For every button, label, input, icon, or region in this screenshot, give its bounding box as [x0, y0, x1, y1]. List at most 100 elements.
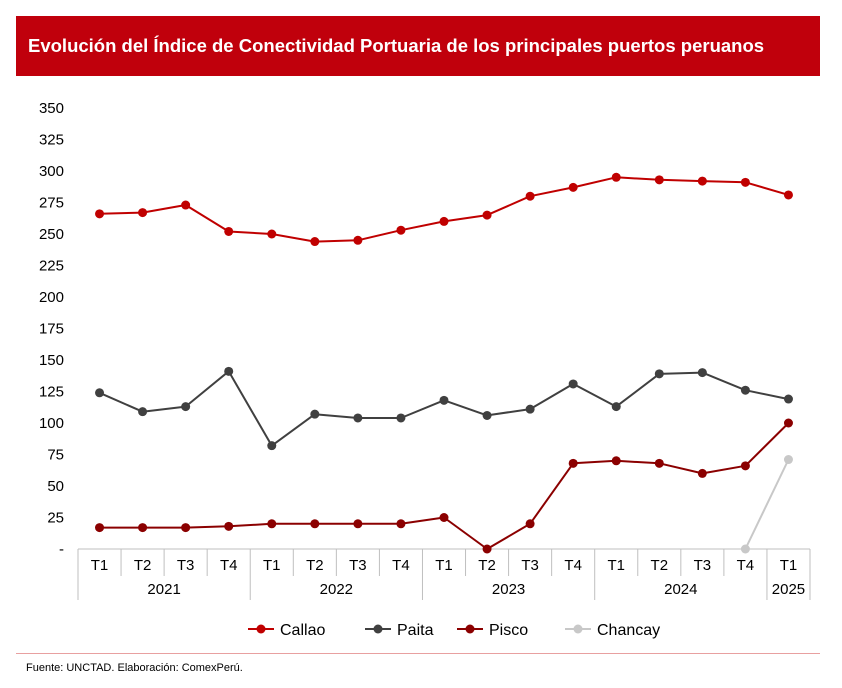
series-line-paita	[99, 370, 789, 447]
x-tick-label: T1	[435, 557, 453, 574]
x-tick-label: T1	[780, 557, 798, 574]
data-point-pisco	[697, 468, 707, 478]
data-point-pisco	[310, 519, 320, 529]
data-point-callao	[138, 208, 148, 218]
y-tick-label: 175	[39, 321, 64, 338]
data-point-paita	[181, 402, 191, 412]
data-point-pisco	[396, 519, 406, 529]
x-tick-label: T2	[306, 557, 324, 574]
data-point-pisco	[224, 521, 234, 531]
x-tick-label: T4	[392, 557, 410, 574]
data-point-pisco	[525, 519, 535, 529]
data-point-paita	[95, 388, 105, 398]
x-tick-label: T4	[564, 557, 582, 574]
x-tick-label: T3	[694, 557, 712, 574]
x-tick-label: T3	[349, 557, 367, 574]
x-tick-label: T2	[134, 557, 152, 574]
y-tick-label: 300	[39, 163, 64, 180]
data-point-paita	[138, 407, 148, 417]
y-tick-label: 350	[39, 100, 64, 117]
data-point-paita	[740, 385, 750, 395]
y-tick-label: 75	[47, 447, 64, 464]
data-point-pisco	[353, 519, 363, 529]
x-tick-label: T2	[651, 557, 669, 574]
data-point-callao	[181, 200, 191, 210]
footer-divider	[16, 653, 820, 654]
data-point-paita	[611, 402, 621, 412]
data-point-pisco	[482, 544, 492, 554]
data-point-chancay	[740, 544, 750, 554]
x-tick-label: T1	[607, 557, 625, 574]
x-tick-label: T4	[220, 557, 238, 574]
legend-marker-chancay	[573, 624, 583, 634]
data-point-callao	[95, 209, 105, 219]
data-point-callao	[482, 210, 492, 220]
data-point-pisco	[611, 456, 621, 466]
y-tick-label: 275	[39, 195, 64, 212]
x-group-label: 2023	[492, 581, 525, 598]
legend-marker-pisco	[465, 624, 475, 634]
data-point-paita	[310, 409, 320, 419]
data-point-paita	[525, 404, 535, 414]
data-point-callao	[783, 190, 793, 200]
data-point-paita	[697, 368, 707, 378]
data-point-callao	[224, 226, 234, 236]
series-line-callao	[99, 176, 789, 243]
y-tick-label: 25	[47, 510, 64, 527]
legend-marker-callao	[256, 624, 266, 634]
source-note: Fuente: UNCTAD. Elaboración: ComexPerú.	[26, 662, 243, 674]
series-line-chancay	[744, 459, 790, 550]
data-point-pisco	[95, 523, 105, 533]
chart-title: Evolución del Índice de Conectividad Por…	[28, 35, 765, 56]
data-point-pisco	[439, 513, 449, 522]
y-tick-label: 325	[39, 132, 64, 149]
data-point-paita	[568, 379, 578, 389]
x-group-label: 2021	[147, 581, 180, 598]
data-point-callao	[353, 235, 363, 245]
x-tick-label: T1	[91, 557, 109, 574]
title-bar: Evolución del Índice de Conectividad Por…	[16, 16, 820, 76]
data-point-paita	[654, 369, 664, 379]
data-point-paita	[267, 441, 277, 451]
data-point-paita	[396, 413, 406, 423]
series-line-pisco	[99, 422, 790, 550]
data-point-callao	[267, 229, 277, 239]
legend-label-chancay: Chancay	[597, 622, 660, 639]
y-tick-label: 50	[47, 478, 64, 495]
data-point-callao	[611, 172, 621, 182]
y-tick-label: 225	[39, 258, 64, 275]
data-point-pisco	[568, 458, 578, 468]
x-group-label: 2024	[664, 581, 697, 598]
legend-label-paita: Paita	[397, 622, 434, 639]
x-tick-label: T1	[263, 557, 281, 574]
data-point-paita	[439, 395, 449, 405]
data-point-callao	[439, 216, 449, 226]
data-point-callao	[310, 237, 320, 247]
legend-marker-paita	[373, 624, 383, 634]
data-point-pisco	[654, 458, 664, 468]
data-point-chancay	[783, 455, 793, 465]
data-point-callao	[697, 176, 707, 186]
data-point-callao	[396, 225, 406, 235]
y-tick-label: 200	[39, 289, 64, 306]
x-tick-label: T2	[478, 557, 496, 574]
data-point-pisco	[740, 461, 750, 471]
data-point-callao	[525, 191, 535, 201]
x-group-label: 2022	[320, 581, 353, 598]
x-tick-label: T3	[177, 557, 195, 574]
data-point-pisco	[181, 523, 191, 533]
y-tick-label: 125	[39, 384, 64, 401]
y-tick-label: -	[59, 541, 64, 558]
data-point-paita	[224, 366, 234, 376]
data-point-callao	[568, 182, 578, 192]
data-point-pisco	[138, 523, 148, 533]
legend-label-callao: Callao	[280, 622, 325, 639]
x-tick-label: T3	[521, 557, 539, 574]
data-point-pisco	[267, 519, 277, 529]
x-group-label: 2025	[772, 581, 805, 598]
data-point-paita	[783, 394, 793, 404]
data-point-paita	[353, 413, 363, 423]
legend-label-pisco: Pisco	[489, 622, 528, 639]
y-tick-label: 150	[39, 352, 64, 369]
